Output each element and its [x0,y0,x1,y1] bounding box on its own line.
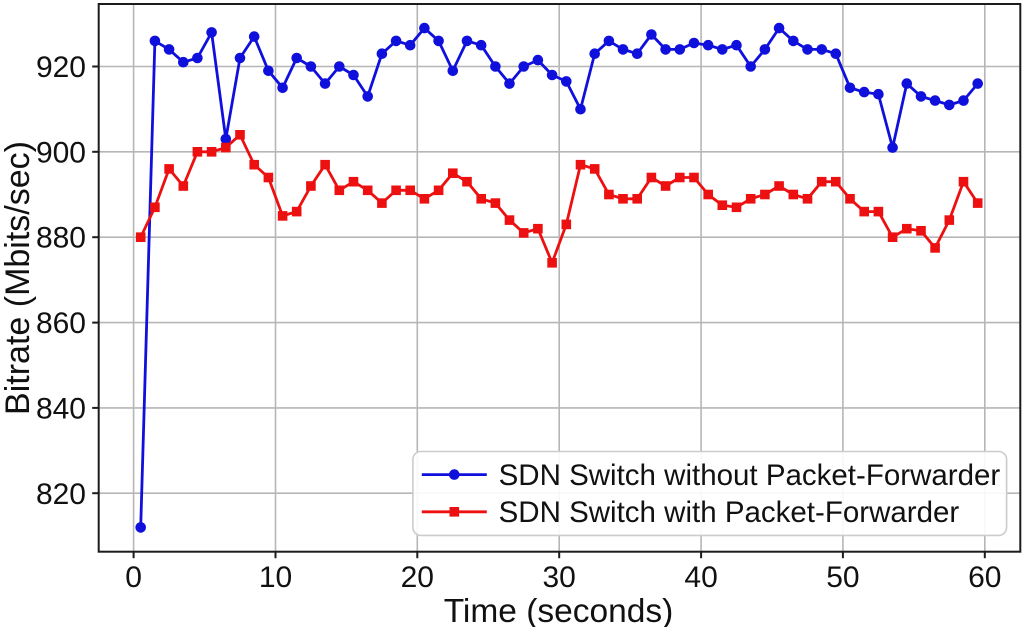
svg-text:840: 840 [36,392,86,425]
svg-text:900: 900 [36,136,86,169]
svg-text:40: 40 [684,561,717,594]
svg-text:0: 0 [125,561,142,594]
svg-text:Bitrate (Mbits/sec): Bitrate (Mbits/sec) [0,141,37,415]
svg-text:SDN Switch without Packet-Forw: SDN Switch without Packet-Forwarder [499,459,1001,492]
svg-text:880: 880 [36,222,86,255]
svg-text:860: 860 [36,307,86,340]
svg-text:20: 20 [401,561,434,594]
svg-text:10: 10 [259,561,292,594]
svg-text:SDN Switch with Packet-Forward: SDN Switch with Packet-Forwarder [499,496,960,529]
svg-text:920: 920 [36,51,86,84]
svg-text:60: 60 [968,561,1001,594]
svg-text:30: 30 [543,561,576,594]
svg-text:820: 820 [36,478,86,511]
svg-text:Time (seconds): Time (seconds) [444,593,674,627]
svg-text:50: 50 [826,561,859,594]
